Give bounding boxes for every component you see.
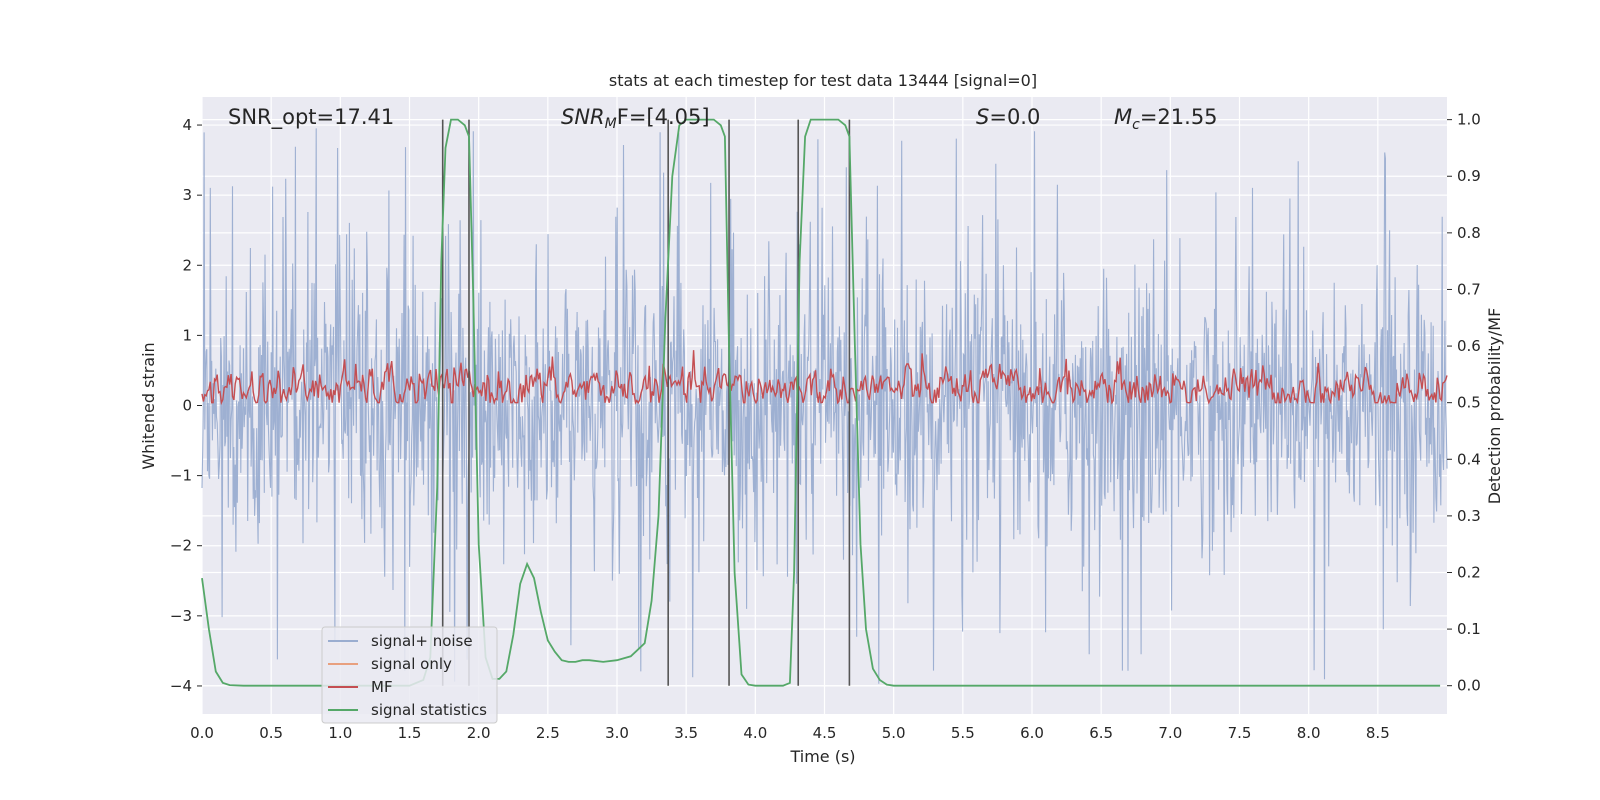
y-left-tick-label: 1 <box>182 326 192 344</box>
snr-mf-annotation: SNRMF=[4.05] <box>561 105 710 132</box>
y-left-tick-label: −2 <box>170 537 192 555</box>
axis-ticks: 0.0 0.5 1.0 1.5 2.0 2.5 3.0 3.5 4.0 4.5 5.0 5.5 6.0 6… <box>170 111 1481 742</box>
mf-series <box>201 350 1448 406</box>
x-tick-label: 0.0 <box>190 724 214 742</box>
y-axis-left-label: Whitened strain <box>139 342 158 469</box>
y-right-tick-label: 0.8 <box>1457 224 1481 242</box>
mf-line <box>201 350 1448 406</box>
y-left-tick-label: −3 <box>170 607 192 625</box>
x-tick-label: 0.5 <box>259 724 283 742</box>
detection-vertical-lines <box>441 119 851 686</box>
x-tick-label: 5.0 <box>882 724 906 742</box>
y-right-tick-label: 0.7 <box>1457 280 1481 298</box>
x-tick-label: 3.5 <box>674 724 698 742</box>
y-right-tick-label: 0.0 <box>1457 677 1481 695</box>
x-axis-label: Time (s) <box>789 747 855 766</box>
legend-label-signal-only: signal only <box>371 655 452 673</box>
x-tick-label: 7.5 <box>1228 724 1252 742</box>
x-tick-label: 6.0 <box>1020 724 1044 742</box>
x-tick-label: 2.0 <box>467 724 491 742</box>
signal-statistics-series <box>201 118 1441 687</box>
y-left-tick-label: 4 <box>182 116 192 134</box>
y-left-tick-label: 3 <box>182 186 192 204</box>
x-tick-label: 3.0 <box>605 724 629 742</box>
legend-label-noise: signal+ noise <box>371 632 473 650</box>
snr-opt-annotation: SNR_opt=17.41 <box>228 105 394 130</box>
legend-label-signal-statistics: signal statistics <box>371 701 487 719</box>
x-tick-label: 4.0 <box>743 724 767 742</box>
x-tick-label: 2.5 <box>536 724 560 742</box>
y-left-tick-label: −4 <box>170 677 192 695</box>
y-right-tick-label: 0.5 <box>1457 394 1481 412</box>
y-left-tick-label: 2 <box>182 256 192 274</box>
x-tick-label: 1.5 <box>398 724 422 742</box>
y-left-tick-label: 0 <box>182 397 192 415</box>
legend-label-mf: MF <box>371 678 393 696</box>
legend-box <box>321 626 498 724</box>
chart-title: stats at each timestep for test data 134… <box>609 71 1037 90</box>
x-tick-label: 8.0 <box>1297 724 1321 742</box>
y-left-tick-label: −1 <box>170 467 192 485</box>
x-tick-label: 4.5 <box>813 724 837 742</box>
signal-statistics-line <box>201 118 1441 687</box>
mc-annotation: Mc=21.55 <box>1114 105 1218 133</box>
y-right-tick-label: 0.6 <box>1457 337 1481 355</box>
x-tick-label: 7.0 <box>1158 724 1182 742</box>
legend: signal+ noise signal only MF signal stat… <box>321 626 498 724</box>
noise-line <box>201 128 1448 684</box>
y-right-tick-label: 0.9 <box>1457 167 1481 185</box>
y-right-tick-label: 0.2 <box>1457 563 1481 581</box>
x-tick-label: 1.0 <box>328 724 352 742</box>
x-tick-label: 6.5 <box>1089 724 1113 742</box>
y-right-tick-label: 0.4 <box>1457 450 1481 468</box>
grid-lines <box>201 97 1447 714</box>
y-right-tick-label: 0.3 <box>1457 507 1481 525</box>
x-tick-label: 5.5 <box>951 724 975 742</box>
x-tick-label: 8.5 <box>1366 724 1390 742</box>
y-right-tick-label: 0.1 <box>1457 620 1481 638</box>
y-right-tick-label: 1.0 <box>1457 111 1481 129</box>
y-axis-right-label: Detection probability/MF <box>1485 308 1504 505</box>
signal-plus-noise-series <box>201 128 1448 684</box>
s-annotation: S=0.0 <box>976 105 1040 129</box>
